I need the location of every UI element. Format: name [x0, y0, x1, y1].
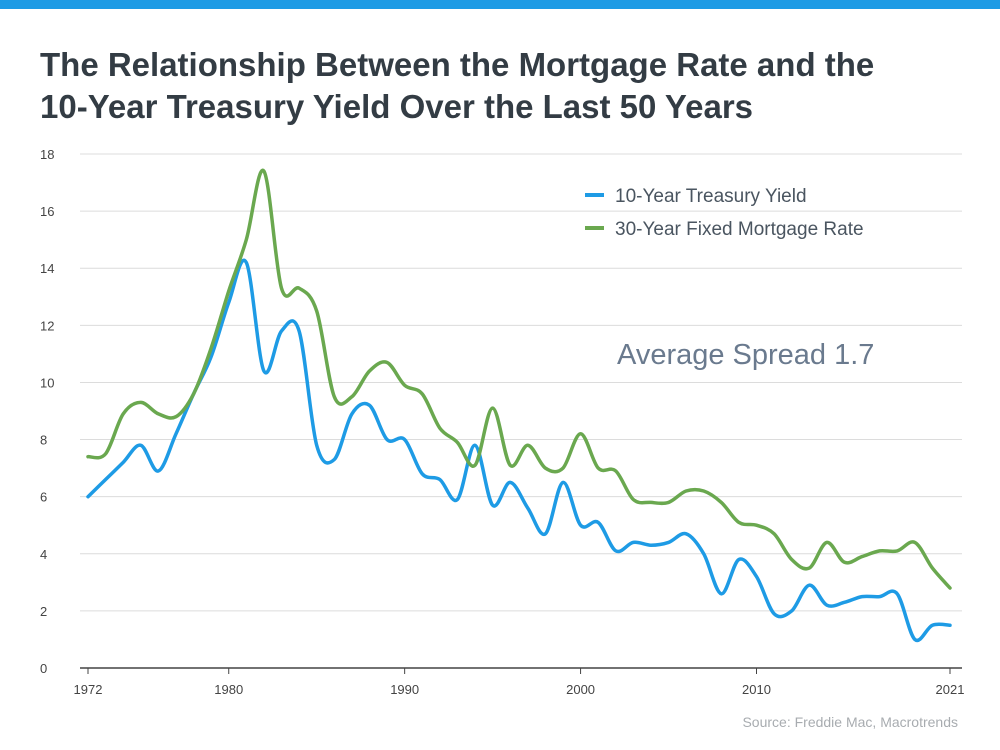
y-tick-label: 6 — [40, 490, 47, 505]
source-note: Source: Freddie Mac, Macrotrends — [742, 714, 958, 730]
title-line-2: 10-Year Treasury Yield Over the Last 50 … — [40, 88, 754, 125]
average-spread-annotation: Average Spread 1.7 — [617, 339, 874, 371]
y-tick-label: 2 — [40, 604, 47, 619]
y-tick-label: 10 — [40, 375, 54, 390]
series-line-mortgage-rate — [86, 168, 952, 590]
legend-label: 30-Year Fixed Mortgage Rate — [615, 219, 864, 240]
gridlines — [80, 153, 962, 612]
y-tick-label: 12 — [40, 318, 54, 333]
x-tick-label: 1990 — [390, 682, 419, 697]
top-accent-bar — [0, 0, 1000, 9]
legend-label: 10-Year Treasury Yield — [615, 186, 807, 207]
y-tick-label: 0 — [40, 661, 47, 676]
series-lines — [86, 168, 952, 643]
x-tick-label: 1972 — [74, 682, 103, 697]
title-line-1: The Relationship Between the Mortgage Ra… — [40, 46, 875, 83]
page-title: The Relationship Between the Mortgage Ra… — [40, 44, 980, 128]
y-tick-label: 4 — [40, 547, 47, 562]
y-tick-label: 16 — [40, 204, 54, 219]
x-tick-label: 2010 — [742, 682, 771, 697]
x-tick-label: 2021 — [936, 682, 965, 697]
x-axis-ticks: 1972 1980 1990 2000 2010 2021 — [74, 668, 965, 697]
y-tick-label: 14 — [40, 261, 54, 276]
series-line-treasury-yield — [86, 258, 952, 643]
y-tick-label: 18 — [40, 147, 54, 162]
legend: 10-Year Treasury Yield 30-Year Fixed Mort… — [585, 186, 864, 240]
y-axis-ticks: 0 2 4 6 8 10 12 14 16 18 — [40, 147, 54, 676]
y-tick-label: 8 — [40, 433, 47, 448]
x-tick-label: 1980 — [214, 682, 243, 697]
x-tick-label: 2000 — [566, 682, 595, 697]
